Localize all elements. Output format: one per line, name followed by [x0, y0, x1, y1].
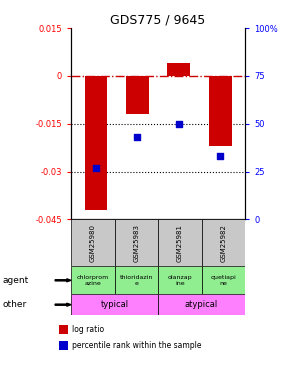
Bar [158, 266, 202, 294]
Title: GDS775 / 9645: GDS775 / 9645 [110, 14, 206, 27]
Bar [167, 63, 190, 76]
Text: chlorprom
azine: chlorprom azine [77, 275, 109, 285]
Text: percentile rank within the sample: percentile rank within the sample [72, 341, 201, 350]
Bar [209, 76, 232, 146]
Text: other: other [3, 300, 27, 309]
Text: typical: typical [101, 300, 128, 309]
Bar [71, 294, 158, 315]
Bar [84, 76, 107, 210]
Text: agent: agent [3, 276, 29, 285]
Bar [115, 219, 158, 266]
Bar [126, 76, 149, 114]
Point [135, 134, 140, 140]
Text: log ratio: log ratio [72, 325, 104, 334]
Text: GSM25981: GSM25981 [177, 224, 183, 262]
Point [176, 121, 181, 127]
Bar [202, 266, 245, 294]
Bar [71, 266, 115, 294]
Bar [158, 294, 245, 315]
Bar [71, 219, 115, 266]
Text: GSM25980: GSM25980 [90, 224, 96, 262]
Text: olanzap
ine: olanzap ine [168, 275, 192, 285]
Bar [59, 341, 68, 350]
Text: atypical: atypical [185, 300, 218, 309]
Text: GSM25983: GSM25983 [133, 224, 139, 262]
Bar [59, 326, 68, 334]
Text: GSM25982: GSM25982 [220, 224, 226, 262]
Text: thioridazin
e: thioridazin e [119, 275, 153, 285]
Bar [202, 219, 245, 266]
Bar [158, 219, 202, 266]
Point [94, 165, 98, 171]
Point [218, 153, 222, 159]
Bar [115, 266, 158, 294]
Text: quetiapi
ne: quetiapi ne [211, 275, 236, 285]
